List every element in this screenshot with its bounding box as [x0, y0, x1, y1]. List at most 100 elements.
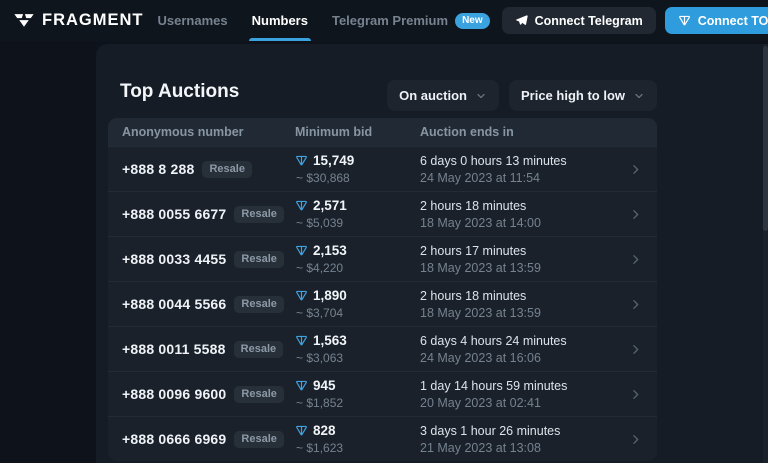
ends-in-countdown: 1 day 14 hours 59 minutes	[420, 379, 568, 393]
resale-badge: Resale	[234, 250, 284, 268]
ends-cell: 3 days 1 hour 26 minutes 21 May 2023 at …	[420, 417, 617, 461]
bid-cell: 1,890 ~ $3,704	[295, 282, 420, 326]
ends-in-countdown: 2 hours 18 minutes	[420, 199, 527, 213]
chevron-right-icon	[633, 209, 639, 219]
bid-usd-amount: ~ $5,039	[296, 216, 344, 230]
auction-row[interactable]: +888 0044 5566 Resale 1,890 ~ $3,704 2 h…	[108, 281, 657, 326]
sort-order-value: Price high to low	[520, 88, 625, 103]
bid-cell: 15,749 ~ $30,868	[295, 147, 420, 191]
chevron-down-icon	[635, 93, 643, 98]
fragment-logo[interactable]: FRAGMENT	[13, 11, 144, 30]
bid-cell: 945 ~ $1,852	[295, 372, 420, 416]
ton-diamond-icon	[296, 425, 307, 436]
bid-usd-amount: ~ $3,704	[296, 306, 344, 320]
phone-number: +888 0011 5588	[122, 341, 226, 357]
resale-badge: Resale	[234, 295, 284, 313]
nav-numbers[interactable]: Numbers	[240, 0, 320, 41]
ends-at-date: 20 May 2023 at 02:41	[420, 396, 541, 410]
header-actions: Connect Telegram Connect TON	[501, 7, 768, 34]
ends-in-countdown: 2 hours 18 minutes	[420, 289, 527, 303]
main-nav: Usernames Numbers Telegram Premium New	[146, 0, 502, 41]
bid-ton-amount: 15,749	[313, 153, 355, 168]
ends-at-date: 24 May 2023 at 11:54	[420, 171, 540, 185]
auction-row[interactable]: +888 0666 6969 Resale 828 ~ $1,623 3 day…	[108, 416, 657, 461]
phone-number: +888 0055 6677	[122, 206, 227, 222]
col-anonymous-number: Anonymous number	[122, 125, 244, 139]
phone-number: +888 0096 9600	[122, 386, 227, 402]
nav-usernames[interactable]: Usernames	[146, 0, 240, 41]
number-cell: +888 0096 9600 Resale	[108, 372, 295, 416]
nav-usernames-label: Usernames	[157, 13, 228, 28]
bid-cell: 828 ~ $1,623	[295, 417, 420, 461]
bid-ton-amount: 828	[313, 423, 336, 438]
scrollbar-thumb[interactable]	[763, 46, 768, 231]
bid-usd-amount: ~ $1,623	[296, 441, 344, 455]
resale-badge: Resale	[234, 205, 284, 223]
auction-row[interactable]: +888 0011 5588 Resale 1,563 ~ $3,063 6 d…	[108, 326, 657, 371]
ends-at-date: 18 May 2023 at 13:59	[420, 261, 541, 275]
resale-badge: Resale	[202, 160, 252, 178]
resale-badge: Resale	[233, 340, 284, 358]
bid-usd-amount: ~ $3,063	[296, 351, 344, 365]
ton-diamond-icon	[296, 200, 307, 211]
new-badge: New	[455, 12, 490, 29]
auction-row[interactable]: +888 0055 6677 Resale 2,571 ~ $5,039 2 h…	[108, 191, 657, 236]
phone-number: +888 0033 4455	[122, 251, 227, 267]
bid-ton-amount: 1,890	[313, 288, 347, 303]
connect-ton-button[interactable]: Connect TON	[664, 7, 768, 34]
auction-row[interactable]: +888 0033 4455 Resale 2,153 ~ $4,220 2 h…	[108, 236, 657, 281]
chevron-right-icon	[633, 344, 639, 354]
auction-status-value: On auction	[399, 88, 467, 103]
phone-number: +888 0044 5566	[122, 296, 227, 312]
auction-status-dropdown[interactable]: On auction	[387, 80, 499, 111]
ends-in-countdown: 6 days 4 hours 24 minutes	[420, 334, 567, 348]
ton-diamond-icon	[678, 15, 690, 26]
resale-badge: Resale	[234, 385, 284, 403]
ends-at-date: 18 May 2023 at 14:00	[420, 216, 541, 230]
col-auction-ends-in: Auction ends in	[420, 125, 514, 139]
ends-at-date: 24 May 2023 at 16:06	[420, 351, 541, 365]
auction-table-body: +888 8 288 Resale 15,749 ~ $30,868 6 day…	[108, 146, 657, 461]
auction-row[interactable]: +888 8 288 Resale 15,749 ~ $30,868 6 day…	[108, 146, 657, 191]
number-cell: +888 0055 6677 Resale	[108, 192, 295, 236]
ends-in-countdown: 2 hours 17 minutes	[420, 244, 527, 258]
auctions-table: Anonymous number Minimum bid Auction end…	[108, 118, 657, 461]
resale-badge: Resale	[234, 430, 284, 448]
nav-telegram-premium-label: Telegram Premium	[331, 13, 449, 28]
bid-ton-amount: 2,153	[313, 243, 347, 258]
col-minimum-bid: Minimum bid	[295, 125, 373, 139]
sort-order-dropdown[interactable]: Price high to low	[508, 80, 657, 111]
chevron-right-icon	[633, 299, 639, 309]
auction-row[interactable]: +888 0096 9600 Resale 945 ~ $1,852 1 day…	[108, 371, 657, 416]
filters: On auction Price high to low	[387, 80, 657, 111]
number-cell: +888 0011 5588 Resale	[108, 327, 295, 371]
connect-telegram-button[interactable]: Connect Telegram	[501, 7, 656, 34]
bid-usd-amount: ~ $1,852	[296, 396, 344, 410]
chevron-right-icon	[633, 164, 639, 174]
bid-usd-amount: ~ $4,220	[296, 261, 344, 275]
nav-telegram-premium[interactable]: Telegram Premium New	[320, 0, 502, 41]
ton-diamond-icon	[296, 290, 307, 301]
bid-cell: 1,563 ~ $3,063	[295, 327, 420, 371]
ends-cell: 2 hours 18 minutes 18 May 2023 at 14:00	[420, 192, 617, 236]
bid-cell: 2,571 ~ $5,039	[295, 192, 420, 236]
chevron-down-icon	[477, 93, 485, 98]
brand-name: FRAGMENT	[42, 11, 144, 29]
bid-cell: 2,153 ~ $4,220	[295, 237, 420, 281]
chevron-right-icon	[633, 434, 639, 444]
ton-diamond-icon	[296, 380, 307, 391]
number-cell: +888 0666 6969 Resale	[108, 417, 295, 461]
nav-numbers-label: Numbers	[251, 13, 308, 28]
connect-ton-label: Connect TON	[697, 13, 768, 28]
ends-cell: 6 days 0 hours 13 minutes 24 May 2023 at…	[420, 147, 617, 191]
ends-cell: 6 days 4 hours 24 minutes 24 May 2023 at…	[420, 327, 617, 371]
page-title: Top Auctions	[120, 81, 240, 102]
ton-diamond-icon	[296, 155, 307, 166]
main-panel: Top Auctions On auction Price high to lo…	[96, 44, 768, 463]
ends-in-countdown: 6 days 0 hours 13 minutes	[420, 154, 567, 168]
bid-ton-amount: 1,563	[313, 333, 347, 348]
ends-at-date: 21 May 2023 at 13:08	[420, 441, 541, 455]
page-scrollbar[interactable]	[763, 44, 768, 463]
number-cell: +888 0033 4455 Resale	[108, 237, 295, 281]
